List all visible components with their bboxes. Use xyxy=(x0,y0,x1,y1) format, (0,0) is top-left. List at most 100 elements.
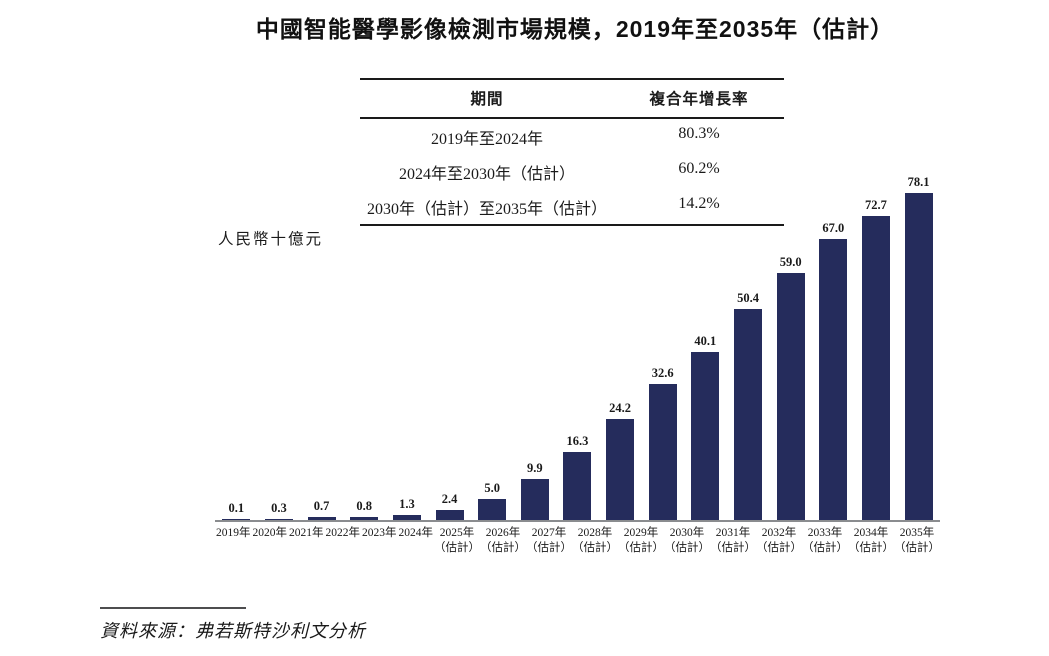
bar-slot: 0.7 xyxy=(300,499,343,520)
x-tick-estimate-note: （估計） xyxy=(710,542,756,554)
bar xyxy=(222,518,251,520)
bar-value-label: 32.6 xyxy=(651,365,674,380)
bar-value-label: 59.0 xyxy=(779,254,802,269)
bar xyxy=(904,193,933,520)
x-tick-year: 2035年 xyxy=(899,527,935,539)
bar xyxy=(435,509,464,520)
x-tick-estimate-note: （估計） xyxy=(894,542,940,554)
x-tick-year: 2020年 xyxy=(252,527,288,539)
x-tick-estimate-note: （估計） xyxy=(756,542,802,554)
source-divider-line xyxy=(100,607,246,609)
bar-value-label: 5.0 xyxy=(484,481,500,496)
table-row: 2019年至2024年 80.3% xyxy=(360,119,784,154)
bar-value-label: 1.3 xyxy=(399,496,415,511)
x-tick-year: 2019年 xyxy=(216,527,251,539)
bar-value-label: 78.1 xyxy=(907,175,930,189)
x-tick-year: 2030年 xyxy=(669,527,705,539)
x-tick-year: 2031年 xyxy=(715,527,751,539)
x-tick-estimate-note: （估計） xyxy=(664,542,710,554)
table-cell-cagr: 60.2% xyxy=(678,160,720,177)
chart-title: 中國智能醫學影像檢測市場規模，2019年至2035年（估計） xyxy=(255,16,895,42)
cagr-table-header-period: 期間 xyxy=(470,91,504,108)
table-cell-cagr: 14.2% xyxy=(678,195,720,212)
x-tick-label: 2027年 （估計） xyxy=(526,526,572,556)
x-tick-label: 2032年 （估計） xyxy=(756,526,802,556)
bar-slot: 5.0 xyxy=(471,481,514,520)
bar-slot: 1.3 xyxy=(386,497,429,520)
bar xyxy=(520,478,549,520)
x-tick-label: 2028年 （估計） xyxy=(572,526,618,556)
bar-slot: 9.9 xyxy=(513,461,556,520)
bar xyxy=(350,516,379,520)
bar-value-label: 0.3 xyxy=(271,500,287,515)
x-tick-estimate-note: （估計） xyxy=(802,542,848,554)
x-tick-estimate-note: （估計） xyxy=(618,542,664,554)
x-tick-label: 2019年 xyxy=(215,526,252,556)
x-axis-labels: 2019年 2020年 2021年 2022年 2023年 2024年 2025年 （估計） 2… xyxy=(215,526,940,556)
bar-value-label: 0.1 xyxy=(228,500,245,515)
x-tick-label: 2020年 xyxy=(252,526,289,556)
x-tick-label: 2031年 （估計） xyxy=(710,526,756,556)
x-tick-estimate-note: （估計） xyxy=(848,542,894,554)
bar-slot: 2.4 xyxy=(428,492,471,520)
x-tick-label: 2030年 （估計） xyxy=(664,526,710,556)
bar-value-label: 24.2 xyxy=(609,400,632,415)
bar xyxy=(819,239,848,520)
x-tick-year: 2032年 xyxy=(761,527,797,539)
bar-value-label: 9.9 xyxy=(526,460,543,475)
bar xyxy=(648,383,677,520)
x-tick-estimate-note: （估計） xyxy=(572,542,618,554)
bar-slot: 50.4 xyxy=(727,291,770,520)
table-cell-period: 2030年（估計）至2035年（估計） xyxy=(366,201,607,218)
x-tick-year: 2026年 xyxy=(485,527,521,539)
y-axis-unit-label: 人民幣十億元 xyxy=(218,231,324,248)
bar xyxy=(307,517,336,520)
bar-slot: 40.1 xyxy=(684,334,727,520)
x-tick-year: 2021年 xyxy=(289,527,324,539)
bar xyxy=(392,514,421,520)
bar-value-label: 40.1 xyxy=(694,334,717,349)
cagr-table-header-row: 期間 複合年增長率 xyxy=(360,80,784,119)
bar-slot: 24.2 xyxy=(599,401,642,520)
bar-slot: 0.3 xyxy=(258,500,301,520)
bar-value-label: 0.8 xyxy=(356,498,373,513)
x-tick-label: 2035年 （估計） xyxy=(894,526,940,556)
bar xyxy=(861,215,890,520)
bar xyxy=(563,451,592,520)
bar-value-label: 72.7 xyxy=(864,197,887,212)
x-tick-year: 2025年 xyxy=(439,527,475,539)
bar xyxy=(478,499,507,520)
x-tick-estimate-note: （估計） xyxy=(480,542,526,554)
x-tick-year: 2027年 xyxy=(531,527,567,539)
bar xyxy=(776,272,805,520)
bar-slot: 59.0 xyxy=(769,255,812,520)
x-tick-label: 2024年 xyxy=(398,526,435,556)
bar xyxy=(264,518,293,520)
x-tick-label: 2034年 （估計） xyxy=(848,526,894,556)
bar xyxy=(691,352,720,520)
bar-value-label: 2.4 xyxy=(441,491,458,506)
cagr-table: 期間 複合年增長率 2019年至2024年 80.3% 2024年至2030年（估計… xyxy=(360,78,784,226)
bar-slot: 16.3 xyxy=(556,434,599,520)
x-tick-estimate-note: （估計） xyxy=(434,542,480,554)
source-note: 資料來源：弗若斯特沙利文分析 xyxy=(100,621,366,641)
bar-slot: 0.8 xyxy=(343,499,386,520)
bar-value-label: 0.7 xyxy=(313,499,330,514)
table-row: 2030年（估計）至2035年（估計） 14.2% xyxy=(360,189,784,224)
x-tick-year: 2029年 xyxy=(623,527,659,539)
table-cell-period: 2019年至2024年 xyxy=(430,131,543,148)
bar-value-label: 67.0 xyxy=(822,221,845,236)
x-tick-year: 2023年 xyxy=(362,527,397,539)
bar-slot: 67.0 xyxy=(812,221,855,520)
x-tick-estimate-note: （估計） xyxy=(526,542,572,554)
cagr-table-header-cagr: 複合年增長率 xyxy=(649,91,749,108)
x-tick-label: 2033年 （估計） xyxy=(802,526,848,556)
bar-value-label: 16.3 xyxy=(566,433,589,448)
x-tick-label: 2026年 （估計） xyxy=(480,526,526,556)
bar xyxy=(734,308,762,520)
x-tick-label: 2022年 xyxy=(325,526,362,556)
bar-slot: 72.7 xyxy=(855,198,898,520)
x-tick-label: 2021年 xyxy=(288,526,325,556)
table-cell-cagr: 80.3% xyxy=(678,125,720,142)
